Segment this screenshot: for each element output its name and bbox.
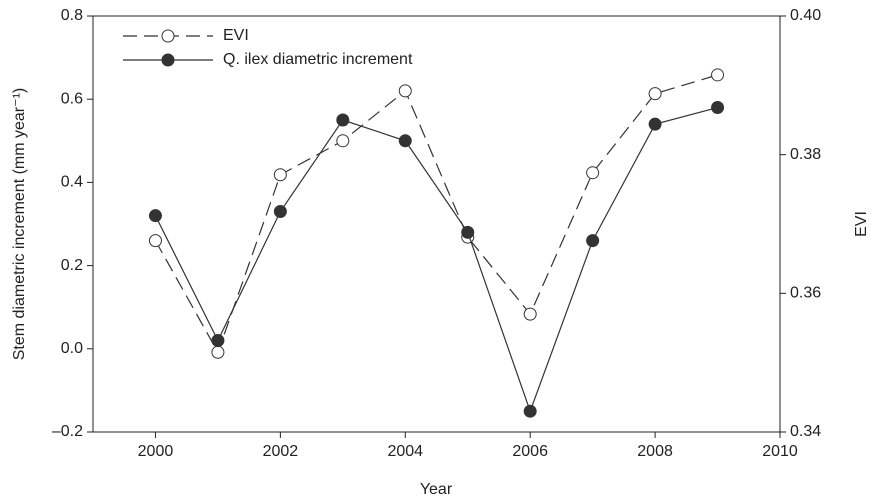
series-line	[154, 74, 718, 354]
x-tick-label: 2002	[263, 443, 299, 460]
data-point	[648, 117, 662, 131]
data-point	[273, 168, 287, 182]
data-point	[461, 225, 475, 239]
data-point	[711, 68, 725, 82]
data-point	[586, 166, 600, 180]
data-point	[523, 307, 537, 321]
x-tick-label: 2000	[138, 443, 174, 460]
y-tick-label: 0.8	[61, 7, 83, 24]
y2-axis-label: EVI	[853, 211, 870, 237]
x-tick-label: 2006	[512, 443, 548, 460]
x-tick-label: 2008	[637, 443, 673, 460]
data-point	[398, 84, 412, 98]
legend-label: Q. ilex diametric increment	[223, 51, 413, 68]
y-tick-label: 0.0	[61, 340, 83, 357]
data-point	[211, 333, 225, 347]
plot-frame	[92, 15, 781, 433]
data-point	[211, 345, 225, 359]
data-point	[148, 209, 162, 223]
y2-tick-label: 0.36	[790, 285, 821, 302]
legend-marker	[161, 53, 175, 67]
y-axis-label: Stem diametric increment (mm year⁻¹)	[11, 88, 28, 361]
data-point	[523, 404, 537, 418]
series-line	[154, 106, 718, 413]
y-tick-label: 0.2	[61, 257, 83, 274]
y2-tick-label: 0.34	[790, 423, 821, 440]
data-point	[336, 134, 350, 148]
x-axis-label: Year	[420, 481, 453, 498]
data-point	[711, 101, 725, 115]
data-point	[586, 234, 600, 248]
legend-marker	[161, 29, 175, 43]
x-tick-label: 2004	[387, 443, 423, 460]
data-point	[336, 113, 350, 127]
data-point	[648, 87, 662, 101]
legend-label: EVI	[223, 27, 249, 44]
x-tick-label: 2010	[762, 443, 798, 460]
data-point	[273, 205, 287, 219]
data-point	[398, 134, 412, 148]
y-tick-label: 0.6	[61, 90, 83, 107]
y2-tick-label: 0.40	[790, 7, 821, 24]
y2-tick-label: 0.38	[790, 146, 821, 163]
data-point	[148, 234, 162, 248]
y-tick-label: 0.4	[61, 174, 83, 191]
y-tick-label: –0.2	[52, 423, 83, 440]
